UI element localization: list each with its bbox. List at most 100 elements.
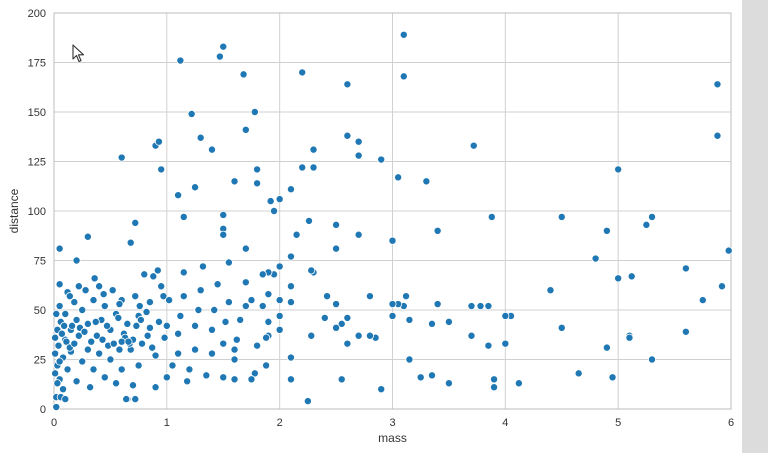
data-point: [422, 177, 431, 186]
data-point: [117, 365, 126, 374]
data-point: [61, 395, 70, 404]
data-point: [232, 335, 241, 344]
data-point: [159, 292, 168, 301]
data-point: [627, 272, 636, 281]
data-point: [298, 68, 307, 77]
data-point: [191, 345, 200, 354]
data-point: [72, 377, 81, 386]
data-point: [168, 361, 177, 370]
data-point: [114, 313, 123, 322]
data-point: [145, 298, 154, 307]
data-point: [241, 278, 250, 287]
data-point: [230, 355, 239, 364]
data-point: [469, 141, 478, 150]
data-point: [131, 292, 140, 301]
data-point: [614, 165, 623, 174]
data-point: [713, 131, 722, 140]
data-point: [106, 355, 115, 364]
data-point: [602, 226, 611, 235]
data-point: [98, 335, 107, 344]
data-point: [153, 266, 162, 275]
data-point: [241, 302, 250, 311]
y-tick-label: 175: [28, 58, 46, 70]
data-point: [236, 315, 245, 324]
data-point: [86, 383, 95, 392]
data-point: [90, 274, 99, 283]
data-point: [354, 151, 363, 160]
data-point: [305, 216, 314, 225]
data-point: [427, 371, 436, 380]
data-point: [162, 373, 171, 382]
data-point: [332, 244, 341, 253]
data-point: [266, 197, 275, 206]
data-point: [151, 383, 160, 392]
data-point: [247, 375, 256, 384]
data-point: [87, 337, 96, 346]
y-tick-label: 150: [28, 107, 46, 119]
data-point: [332, 220, 341, 229]
data-point: [72, 315, 81, 324]
data-point: [309, 145, 318, 154]
data-point: [557, 212, 566, 221]
data-point: [681, 327, 690, 336]
data-point: [250, 369, 259, 378]
data-point: [642, 220, 651, 229]
data-point: [213, 280, 222, 289]
data-point: [83, 345, 92, 354]
x-axis-label: mass: [378, 431, 407, 445]
data-point: [490, 383, 499, 392]
data-point: [476, 302, 485, 311]
data-point: [183, 377, 192, 386]
data-point: [174, 349, 183, 358]
data-point: [160, 333, 169, 342]
data-point: [698, 296, 707, 305]
data-point: [608, 373, 617, 382]
data-point: [83, 319, 92, 328]
data-point: [191, 321, 200, 330]
data-point: [95, 349, 104, 358]
data-point: [142, 307, 151, 316]
x-tick-label: 1: [164, 417, 170, 429]
data-point: [219, 373, 228, 382]
data-point: [196, 286, 205, 295]
data-point: [354, 331, 363, 340]
data-point: [320, 313, 329, 322]
y-tick-label: 100: [28, 206, 46, 218]
data-point: [275, 262, 284, 271]
data-point: [143, 331, 152, 340]
data-point: [648, 355, 657, 364]
data-point: [239, 70, 248, 79]
data-point: [286, 185, 295, 194]
data-point: [61, 309, 70, 318]
data-point: [207, 145, 216, 154]
data-point: [292, 230, 301, 239]
data-point: [109, 339, 118, 348]
data-point: [275, 195, 284, 204]
data-point: [241, 244, 250, 253]
data-point: [219, 42, 228, 51]
data-point: [134, 361, 143, 370]
data-point: [337, 375, 346, 384]
data-point: [157, 165, 166, 174]
data-point: [467, 331, 476, 340]
data-point: [194, 305, 203, 314]
data-point: [191, 183, 200, 192]
data-point: [60, 321, 69, 330]
data-point: [63, 365, 72, 374]
data-point: [103, 321, 112, 330]
data-point: [230, 177, 239, 186]
data-point: [148, 343, 157, 352]
data-point: [405, 355, 414, 364]
data-point: [484, 341, 493, 350]
data-point: [332, 323, 341, 332]
data-point: [115, 345, 124, 354]
data-point: [52, 403, 61, 412]
y-tick-label: 125: [28, 157, 46, 169]
data-point: [286, 353, 295, 362]
data-point: [681, 264, 690, 273]
data-point: [219, 230, 228, 239]
data-point: [72, 256, 81, 265]
data-point: [546, 286, 555, 295]
x-tick-label: 4: [502, 417, 508, 429]
data-point: [501, 311, 510, 320]
